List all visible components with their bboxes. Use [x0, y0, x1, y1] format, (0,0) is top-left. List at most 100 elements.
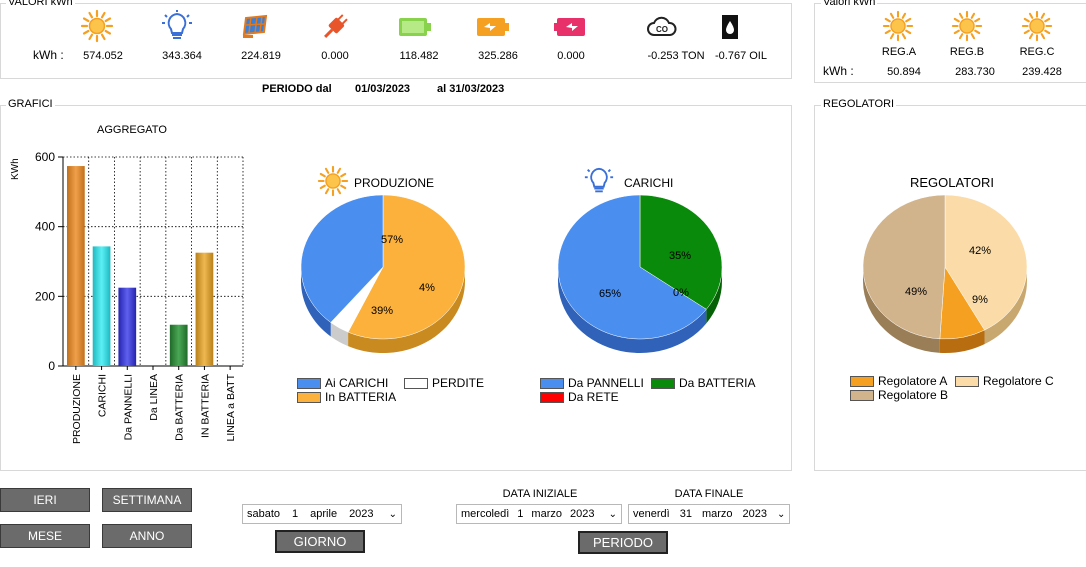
- reg-b-label: REG.B: [949, 46, 985, 58]
- svg-text:CO: CO: [656, 25, 668, 34]
- bar-carichi: [92, 246, 111, 366]
- regolatori-group-title: REGOLATORI: [821, 98, 897, 110]
- x-tick-label: CARICHI: [97, 374, 109, 417]
- legend-regolatore-b: Regolatore B: [850, 388, 948, 402]
- pie-value-label: 57%: [381, 234, 403, 246]
- bar-produzione: [67, 166, 85, 366]
- sun-icon: [80, 9, 114, 43]
- value-pannelli: 224.819: [241, 50, 281, 62]
- pie-value-label: 39%: [371, 305, 393, 317]
- x-tick-label: Da BATTERIA: [174, 374, 186, 441]
- value-in-batteria: 325.286: [478, 50, 518, 62]
- single-date-weekday: sabato: [247, 508, 281, 520]
- grafici-group-title: GRAFICI: [6, 98, 55, 110]
- periodo-label: PERIODO dal: [262, 83, 332, 95]
- pie-value-label: 9%: [972, 294, 988, 306]
- settimana-button[interactable]: SETTIMANA: [102, 488, 192, 512]
- reg-c-value: 239.428: [1022, 66, 1062, 78]
- value-da-batteria: 0.000: [557, 50, 585, 62]
- reg-b-value: 283.730: [955, 66, 995, 78]
- co2-icon: CO: [647, 16, 677, 36]
- pie-regolatori-title: REGOLATORI: [910, 175, 995, 190]
- data-finale-label: DATA FINALE: [674, 488, 744, 500]
- giorno-button[interactable]: GIORNO: [275, 530, 365, 553]
- start-date-picker[interactable]: mercoledì 1 marzo 2023 ⌄: [456, 504, 622, 524]
- legend-da-rete: Da RETE: [540, 390, 619, 404]
- start-date-year: 2023: [569, 508, 595, 520]
- pie-produzione: 57% 4% 39%: [300, 195, 466, 353]
- periodo-from: 01/03/2023: [355, 83, 411, 95]
- valori-group: [0, 3, 792, 79]
- value-co2: -0.253 TON: [647, 50, 705, 62]
- sun-icon: [317, 165, 349, 197]
- anno-button[interactable]: ANNO: [102, 524, 192, 548]
- ieri-button[interactable]: IERI: [0, 488, 90, 512]
- pie-slice: [300, 195, 384, 323]
- pie-slice: [944, 195, 1028, 331]
- chevron-down-icon[interactable]: ⌄: [388, 508, 397, 520]
- lightbulb-icon: [584, 167, 614, 193]
- bar-chart-title: AGGREGATO: [97, 124, 167, 136]
- x-tick-label: LINEA a BATT: [225, 373, 237, 441]
- battery-full-icon: [399, 18, 431, 36]
- sun-icon: [951, 10, 983, 42]
- pie-value-label: 42%: [969, 245, 991, 257]
- pie-value-label: 49%: [905, 286, 927, 298]
- battery-discharging-icon: [554, 18, 585, 36]
- chevron-down-icon[interactable]: ⌄: [777, 508, 786, 520]
- solar-panel-icon: [242, 14, 268, 38]
- end-date-picker[interactable]: venerdì 31 marzo 2023 ⌄: [628, 504, 790, 524]
- value-carichi: 343.364: [162, 50, 202, 62]
- y-tick-label: 600: [35, 150, 55, 164]
- bar-chart: 0 200 400 600 PRODUZIONE CARICHI Da PANNELLI Da…: [35, 150, 244, 444]
- legend-in-batteria: In BATTERIA: [297, 390, 396, 404]
- regs-values-group: [814, 3, 1086, 83]
- periodo-button[interactable]: PERIODO: [578, 531, 668, 554]
- start-date-day: 1: [517, 508, 524, 520]
- battery-charging-icon: [477, 18, 509, 36]
- pie-carichi-title: CARICHI: [624, 176, 674, 190]
- value-linea: 0.000: [321, 50, 349, 62]
- legend-da-pannelli: Da PANNELLI: [540, 376, 644, 390]
- regs-values-title: Valori kWh: [821, 0, 878, 8]
- sun-icon: [882, 10, 914, 42]
- reg-a-value: 50.894: [887, 66, 921, 78]
- x-tick-label: PRODUZIONE: [71, 374, 83, 444]
- lightbulb-icon: [162, 10, 192, 39]
- sun-icon: [1021, 10, 1053, 42]
- value-batteria-piena: 118.482: [399, 50, 439, 62]
- reg-a-label: REG.A: [881, 46, 917, 58]
- kwh-label: kWh :: [33, 48, 64, 62]
- start-date-weekday: mercoledì: [461, 508, 510, 520]
- bar-in-batteria: [195, 252, 214, 366]
- plug-icon: [324, 14, 348, 38]
- x-tick-label: Da PANNELLI: [122, 374, 134, 440]
- end-date-weekday: venerdì: [633, 508, 670, 520]
- valori-group-title: VALORI kWh: [6, 0, 75, 8]
- data-iniziale-label: DATA INIZIALE: [502, 488, 578, 500]
- end-date-month: marzo: [701, 508, 733, 520]
- single-date-year: 2023: [349, 508, 374, 520]
- single-date-picker[interactable]: sabato 1 aprile 2023 ⌄: [242, 504, 402, 524]
- start-date-month: marzo: [531, 508, 562, 520]
- pie-value-label: 65%: [599, 288, 621, 300]
- x-tick-label: IN BATTERIA: [199, 374, 211, 438]
- y-tick-label: 400: [35, 220, 55, 234]
- pie-slice: [347, 195, 466, 340]
- bar-da-batteria: [169, 324, 188, 366]
- legend-perdite: PERDITE: [404, 376, 484, 390]
- reg-c-label: REG.C: [1019, 46, 1055, 58]
- legend-ai-carichi: Ai CARICHI: [297, 376, 388, 390]
- x-tick-label: Da LINEA: [148, 374, 160, 421]
- y-tick-label: 200: [35, 289, 55, 303]
- end-date-year: 2023: [742, 508, 767, 520]
- pie-slice: [639, 195, 723, 310]
- end-date-day: 31: [679, 508, 692, 520]
- legend-regolatore-a: Regolatore A: [850, 374, 947, 388]
- mese-button[interactable]: MESE: [0, 524, 90, 548]
- y-tick-label: 0: [48, 359, 55, 373]
- chevron-down-icon[interactable]: ⌄: [608, 508, 617, 520]
- pie-regolatori: 42% 9% 49%: [862, 195, 1028, 353]
- pie-value-label: 4%: [419, 282, 435, 294]
- periodo-to: al 31/03/2023: [437, 83, 505, 95]
